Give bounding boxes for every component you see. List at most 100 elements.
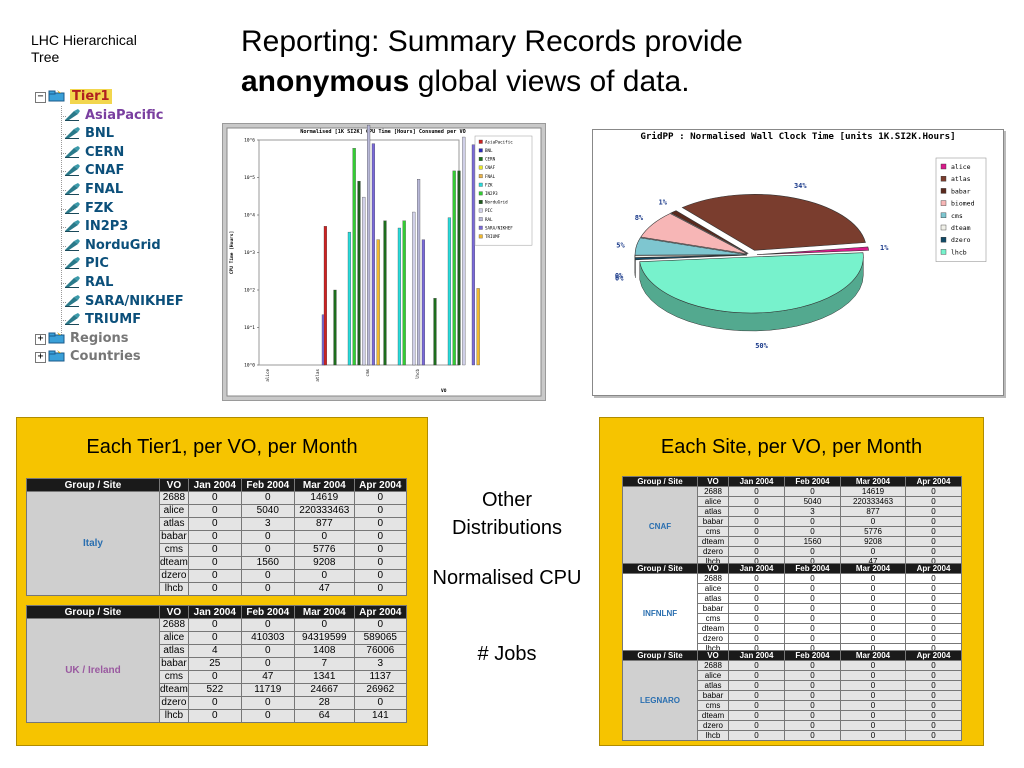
site-icon bbox=[64, 201, 81, 214]
bar-legend-label: RAL bbox=[485, 217, 493, 222]
value-cell: 0 bbox=[728, 536, 785, 547]
vo-cell: cms bbox=[697, 526, 729, 537]
tree-site-item[interactable]: TRIUMF bbox=[61, 311, 141, 329]
pie-legend-label: dteam bbox=[951, 224, 971, 232]
value-cell: 0 bbox=[784, 486, 841, 497]
vo-cell: babar bbox=[159, 530, 189, 544]
vo-cell: dzero bbox=[159, 696, 189, 710]
value-cell: 0 bbox=[840, 690, 906, 701]
table-row: UK / Ireland 2688 0 0 0 0 bbox=[26, 618, 407, 723]
tree-site-item[interactable]: PIC bbox=[61, 255, 109, 273]
column-header: Apr 2004 bbox=[905, 650, 962, 661]
tree-site-label: CERN bbox=[85, 144, 125, 160]
bar-cms-saranikhef bbox=[421, 239, 425, 366]
value-cell: 0 bbox=[728, 573, 785, 584]
report-table: Group / Site VO Jan 2004 Feb 2004 Mar 2004 Ap… bbox=[622, 476, 962, 567]
column-header: Jan 2004 bbox=[728, 563, 785, 574]
expand-icon[interactable]: + bbox=[35, 333, 46, 345]
value-cell: 24667 bbox=[293, 683, 355, 697]
site-icon bbox=[64, 219, 81, 233]
column-header: Mar 2004 bbox=[840, 563, 906, 574]
y-tick-label: 10^5 bbox=[244, 175, 255, 181]
site-icon bbox=[64, 182, 81, 195]
pie-legend-swatch bbox=[940, 224, 947, 231]
column-header: Jan 2004 bbox=[187, 478, 242, 492]
tree-site-item[interactable]: CNAF bbox=[61, 162, 124, 180]
value-cell: 0 bbox=[240, 569, 295, 583]
pie-slice-label: 1% bbox=[880, 244, 889, 252]
column-header: VO bbox=[697, 563, 729, 574]
column-header: Apr 2004 bbox=[905, 563, 962, 574]
tree-site-item[interactable]: CERN bbox=[61, 144, 125, 162]
expand-icon[interactable]: + bbox=[35, 352, 46, 364]
table-header-row: Group / Site VO Jan 2004 Feb 2004 Mar 2004 Ap… bbox=[26, 605, 407, 619]
value-cell: 4 bbox=[187, 644, 242, 658]
vo-cell: babar bbox=[697, 603, 729, 614]
tree-site-item[interactable]: FNAL bbox=[61, 181, 123, 199]
report-table: Group / Site VO Jan 2004 Feb 2004 Mar 2004 Ap… bbox=[622, 650, 962, 741]
value-cell: 0 bbox=[840, 593, 906, 604]
value-cell: 3 bbox=[353, 657, 407, 671]
tree-site-item[interactable]: RAL bbox=[61, 274, 114, 292]
value-cell: 9208 bbox=[293, 556, 355, 570]
pie-legend-label: biomed bbox=[951, 200, 975, 208]
vo-cell: dteam bbox=[159, 683, 189, 697]
table-row: babar 0 0 0 0 bbox=[623, 690, 962, 701]
value-cell: 0 bbox=[840, 730, 906, 741]
tree-site-item[interactable]: IN2P3 bbox=[61, 218, 128, 236]
tree-node-countries[interactable]: + Countries bbox=[34, 348, 141, 366]
value-cell: 0 bbox=[728, 720, 785, 731]
value-cell: 0 bbox=[905, 486, 962, 497]
tree-site-label: RAL bbox=[85, 275, 114, 290]
bar-legend-swatch bbox=[478, 165, 483, 170]
bar-atlas-pic bbox=[362, 196, 366, 366]
tree-site-item[interactable]: AsiaPacific bbox=[61, 107, 163, 125]
vo-cell: alice bbox=[697, 583, 729, 594]
table-row: babar 0 0 0 0 bbox=[623, 603, 962, 614]
tree-title: LHC Hierarchical Tree bbox=[31, 32, 137, 66]
value-cell: 877 bbox=[293, 517, 355, 531]
bar-legend-swatch bbox=[478, 191, 483, 196]
value-cell: 0 bbox=[728, 603, 785, 614]
vo-cell: lhcb bbox=[159, 709, 189, 723]
pie-legend-label: alice bbox=[951, 163, 971, 171]
value-cell: 5040 bbox=[784, 496, 841, 507]
pie-slice-label: 8% bbox=[635, 214, 644, 222]
y-tick-label: 10^3 bbox=[244, 250, 255, 256]
value-cell: 220333463 bbox=[840, 496, 906, 507]
site-icon bbox=[64, 275, 81, 288]
tree-site-item[interactable]: NorduGrid bbox=[61, 237, 161, 255]
pie-slice-atlas bbox=[681, 194, 866, 251]
tree-node-regions[interactable]: + Regions bbox=[34, 330, 129, 348]
pie-legend-swatch bbox=[940, 249, 947, 255]
bar-cms-fzk bbox=[397, 227, 401, 366]
value-cell: 1408 bbox=[293, 644, 355, 658]
report-table: Group / Site VO Jan 2004 Feb 2004 Mar 2004 Ap… bbox=[26, 605, 407, 723]
value-cell: 0 bbox=[784, 680, 841, 691]
tree-site-item[interactable]: FZK bbox=[61, 200, 113, 218]
value-cell: 0 bbox=[784, 516, 841, 527]
value-cell: 0 bbox=[784, 670, 841, 681]
folder-icon bbox=[48, 349, 66, 362]
site-icon bbox=[64, 108, 81, 121]
vo-cell: babar bbox=[697, 516, 729, 527]
tree-site-item[interactable]: BNL bbox=[61, 125, 114, 143]
tree-node-tier1[interactable]: − Tier1 bbox=[34, 88, 112, 106]
tree-site-item[interactable]: SARA/NIKHEF bbox=[61, 293, 184, 311]
pie-legend-label: lhcb bbox=[951, 248, 967, 256]
vo-cell: atlas bbox=[159, 517, 189, 531]
value-cell: 220333463 bbox=[293, 504, 355, 518]
column-header: VO bbox=[159, 605, 189, 619]
tree-guide-line bbox=[61, 106, 62, 339]
value-cell: 0 bbox=[293, 569, 355, 583]
vo-cell: dteam bbox=[697, 623, 729, 634]
vo-cell: cms bbox=[697, 613, 729, 624]
value-cell: 0 bbox=[905, 633, 962, 644]
folder-icon bbox=[48, 331, 66, 344]
collapse-icon[interactable]: − bbox=[35, 92, 46, 103]
pie-slice-label: 0% bbox=[615, 272, 624, 280]
tree-title-line1: LHC Hierarchical bbox=[31, 32, 137, 48]
value-cell: 0 bbox=[905, 670, 962, 681]
value-cell: 0 bbox=[840, 670, 906, 681]
bar-lhcb-fzk bbox=[447, 217, 451, 366]
